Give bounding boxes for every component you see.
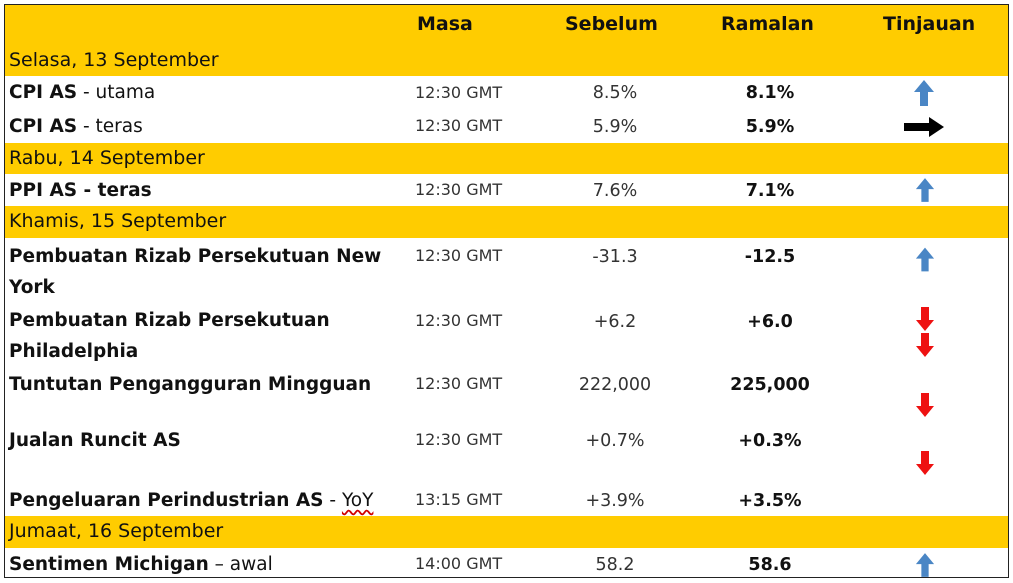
table-row: Tuntutan Pengangguran Mingguan 12:30 GMT… <box>5 368 1008 424</box>
indicator-name: CPI AS - teras <box>9 116 143 137</box>
table-row: CPI AS - utama 12:30 GMT 8.5% 8.1% <box>5 76 1008 109</box>
forecast-cell: 7.1% <box>745 181 795 201</box>
indicator-name: PPI AS - teras <box>9 180 152 201</box>
header-tinjauan: Tinjauan <box>883 13 976 35</box>
day-row: Khamis, 15 September <box>5 206 1008 238</box>
time-cell: 12:30 GMT <box>415 311 503 330</box>
indicator-name: CPI AS - utama <box>9 82 156 103</box>
time-cell: 12:30 GMT <box>415 246 503 265</box>
previous-cell: 8.5% <box>592 83 638 103</box>
indicator-name: Sentimen Michigan – awal <box>9 554 273 575</box>
forecast-cell: 58.6 <box>748 555 792 575</box>
day-row: Rabu, 14 September <box>5 143 1008 174</box>
previous-cell: 5.9% <box>592 117 638 137</box>
forecast-cell: -12.5 <box>744 247 796 267</box>
table-row: PPI AS - teras 12:30 GMT 7.6% 7.1% <box>5 174 1008 206</box>
table-row: Pembuatan Rizab Persekutuan New York 12:… <box>5 238 1008 300</box>
previous-cell: 58.2 <box>595 555 635 575</box>
up-arrow-icon <box>915 247 935 272</box>
down-arrow-icon <box>916 393 934 417</box>
time-cell: 12:30 GMT <box>415 116 503 135</box>
yoy-label: YoY <box>341 490 374 511</box>
day-row: Jumaat, 16 September <box>5 516 1008 548</box>
header-sebelum: Sebelum <box>565 13 658 35</box>
forecast-cell: +6.0 <box>747 312 793 332</box>
day-label: Rabu, 14 September <box>9 147 205 169</box>
table-row: Pembuatan Rizab Persekutuan Philadelphia… <box>5 300 1008 368</box>
up-arrow-icon <box>914 80 934 106</box>
time-cell: 12:30 GMT <box>415 430 503 449</box>
forecast-cell: 225,000 <box>730 375 810 395</box>
forecast-cell: 5.9% <box>745 117 795 137</box>
time-cell: 14:00 GMT <box>415 554 503 573</box>
right-arrow-icon <box>904 117 944 137</box>
indicator-name: Jualan Runcit AS <box>9 430 181 451</box>
indicator-name: Tuntutan Pengangguran Mingguan <box>9 374 372 395</box>
forecast-cell: +0.3% <box>738 431 802 451</box>
table-row: CPI AS - teras 12:30 GMT 5.9% 5.9% <box>5 109 1008 143</box>
previous-cell: -31.3 <box>592 247 638 267</box>
previous-cell: +0.7% <box>585 431 645 451</box>
table-row: Pengeluaran Perindustrian AS - YoY 13:15… <box>5 484 1008 516</box>
time-cell: 12:30 GMT <box>415 374 503 393</box>
previous-cell: 222,000 <box>578 375 652 395</box>
previous-cell: +3.9% <box>585 491 645 511</box>
up-arrow-icon <box>915 178 935 202</box>
up-arrow-icon <box>915 553 935 577</box>
header-masa: Masa <box>417 13 473 35</box>
table-row: Sentimen Michigan – awal 14:00 GMT 58.2 … <box>5 548 1008 579</box>
header-ramalan: Ramalan <box>721 13 814 35</box>
down-arrow-icon <box>916 333 934 357</box>
forecast-cell: +3.5% <box>738 491 802 511</box>
time-cell: 12:30 GMT <box>415 83 503 102</box>
indicator-name: Pengeluaran Perindustrian AS - YoY <box>9 490 374 511</box>
indicator-name: Pembuatan Rizab Persekutuan New York <box>9 246 382 298</box>
time-cell: 12:30 GMT <box>415 180 503 199</box>
previous-cell: 7.6% <box>592 181 638 201</box>
forecast-cell: 8.1% <box>745 83 795 103</box>
down-arrow-icon <box>916 451 934 475</box>
indicator-name: Pembuatan Rizab Persekutuan Philadelphia <box>9 310 330 362</box>
day-label: Khamis, 15 September <box>9 210 227 232</box>
previous-cell: +6.2 <box>593 312 637 332</box>
day-row: Selasa, 13 September <box>5 45 1008 76</box>
header-row: Masa Sebelum Ramalan Tinjauan <box>5 5 1008 45</box>
day-label: Jumaat, 16 September <box>9 520 224 542</box>
economic-calendar-table: Masa Sebelum Ramalan Tinjauan Selasa, 13… <box>4 4 1009 578</box>
down-arrow-icon <box>916 307 934 331</box>
table-row: Jualan Runcit AS 12:30 GMT +0.7% +0.3% <box>5 424 1008 484</box>
day-label: Selasa, 13 September <box>9 49 219 71</box>
time-cell: 13:15 GMT <box>415 490 503 509</box>
